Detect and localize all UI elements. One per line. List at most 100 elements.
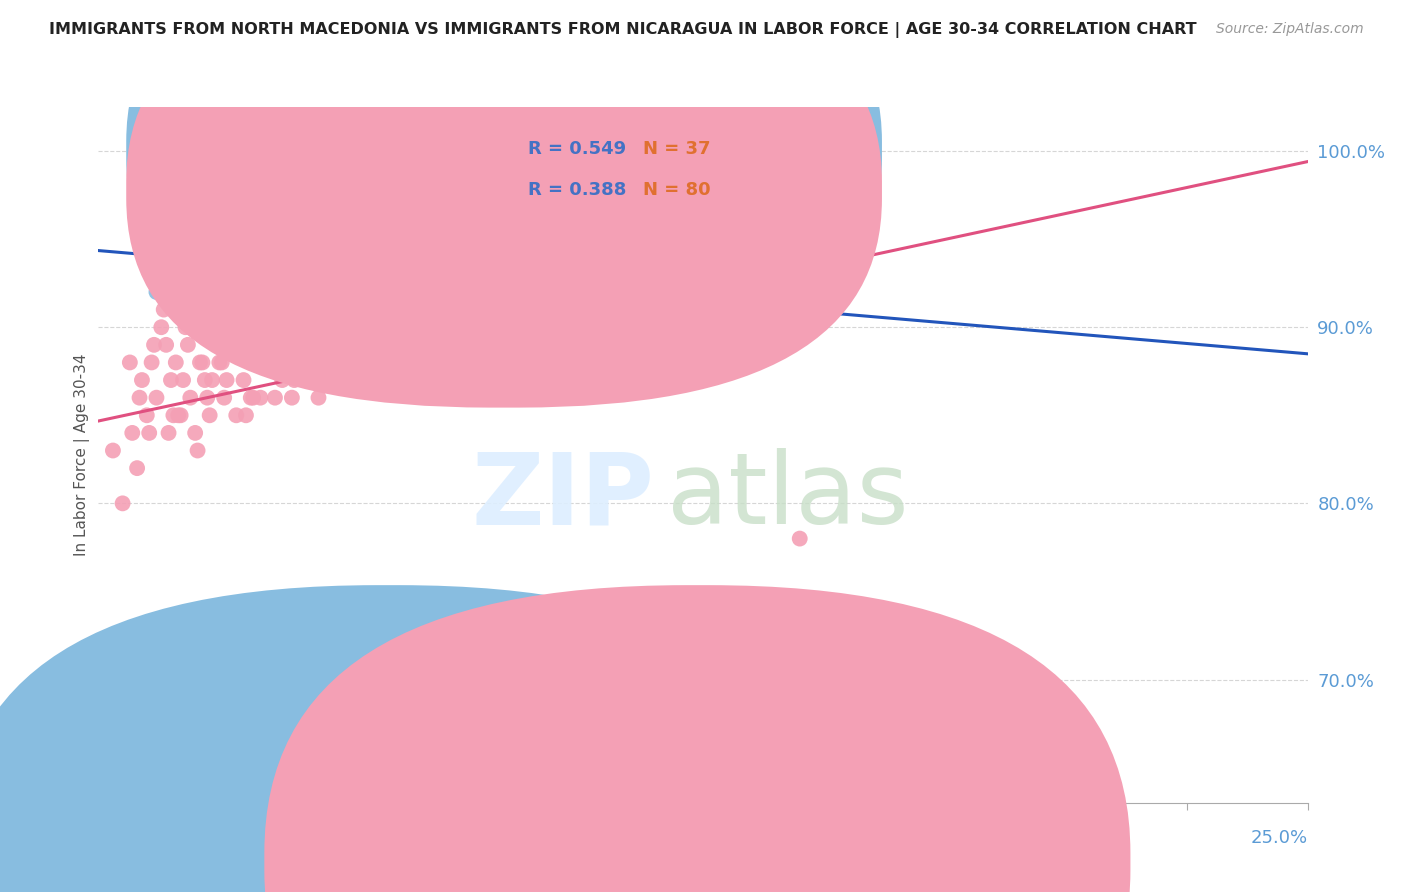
Point [242,391,264,405]
Point [668,320,690,334]
Point [339,214,361,228]
Point [571,320,593,334]
Point [118,355,141,369]
Point [343,259,366,273]
Point [160,373,183,387]
Point [547,285,569,299]
Point [290,338,312,352]
Point [259,338,281,352]
Point [450,355,472,369]
Text: N = 37: N = 37 [643,140,710,159]
Point [239,391,262,405]
Point [474,285,496,299]
Point [402,302,425,317]
Point [271,373,294,387]
Point [232,373,254,387]
Point [143,338,166,352]
Point [368,268,391,282]
Point [387,338,409,352]
Point [789,532,811,546]
Point [523,268,546,282]
Point [249,391,271,405]
Point [201,373,224,387]
Point [208,355,231,369]
Point [256,355,278,369]
Point [433,320,456,334]
Point [457,302,479,317]
Point [152,302,174,317]
Point [157,425,180,440]
Point [195,391,218,405]
FancyBboxPatch shape [127,0,882,368]
Text: IMMIGRANTS FROM NORTH MACEDONIA VS IMMIGRANTS FROM NICARAGUA IN LABOR FORCE | AG: IMMIGRANTS FROM NORTH MACEDONIA VS IMMIG… [49,22,1197,38]
Point [290,144,312,158]
Point [288,338,311,352]
Point [450,302,472,317]
Point [222,338,245,352]
Point [571,250,593,264]
Point [138,425,160,440]
Point [188,355,211,369]
Point [308,391,330,405]
Text: 0.0%: 0.0% [98,830,143,847]
Point [377,355,399,369]
Point [145,285,167,299]
Point [174,320,197,334]
Point [167,409,190,423]
Point [716,285,738,299]
Point [215,373,238,387]
Point [523,302,546,317]
Point [155,338,177,352]
Point [281,391,304,405]
Point [325,144,347,158]
Point [211,355,233,369]
Point [329,144,352,158]
Point [145,391,167,405]
Point [350,285,373,299]
Point [283,373,305,387]
Y-axis label: In Labor Force | Age 30-34: In Labor Force | Age 30-34 [75,353,90,557]
Point [498,338,520,352]
Point [278,761,301,775]
Text: N = 80: N = 80 [643,181,710,199]
Point [172,373,194,387]
Point [392,232,415,246]
Point [204,320,226,334]
Point [256,346,278,360]
Point [333,197,356,211]
Point [342,355,364,369]
Point [360,355,382,369]
Point [121,425,143,440]
Point [498,302,520,317]
Text: Source: ZipAtlas.com: Source: ZipAtlas.com [1216,22,1364,37]
Point [212,391,235,405]
Point [128,391,150,405]
Text: R = 0.388: R = 0.388 [527,181,626,199]
Point [198,409,221,423]
Point [342,188,364,202]
Point [191,355,214,369]
Point [619,232,641,246]
Point [181,637,204,651]
Text: Immigrants from Nicaragua: Immigrants from Nicaragua [717,853,946,871]
Text: Immigrants from North Macedonia: Immigrants from North Macedonia [408,853,693,871]
Point [668,144,690,158]
Point [184,425,207,440]
Point [179,391,201,405]
Text: 25.0%: 25.0% [1250,830,1308,847]
Point [419,338,441,352]
FancyBboxPatch shape [474,118,740,232]
Point [353,311,375,326]
FancyBboxPatch shape [127,0,882,408]
Point [353,320,375,334]
Point [187,443,209,458]
Point [101,443,124,458]
Text: atlas: atlas [666,448,908,545]
Point [426,338,449,352]
Point [389,373,412,387]
Point [336,355,359,369]
Point [177,338,200,352]
Point [329,355,352,369]
Point [305,373,328,387]
Point [322,355,344,369]
